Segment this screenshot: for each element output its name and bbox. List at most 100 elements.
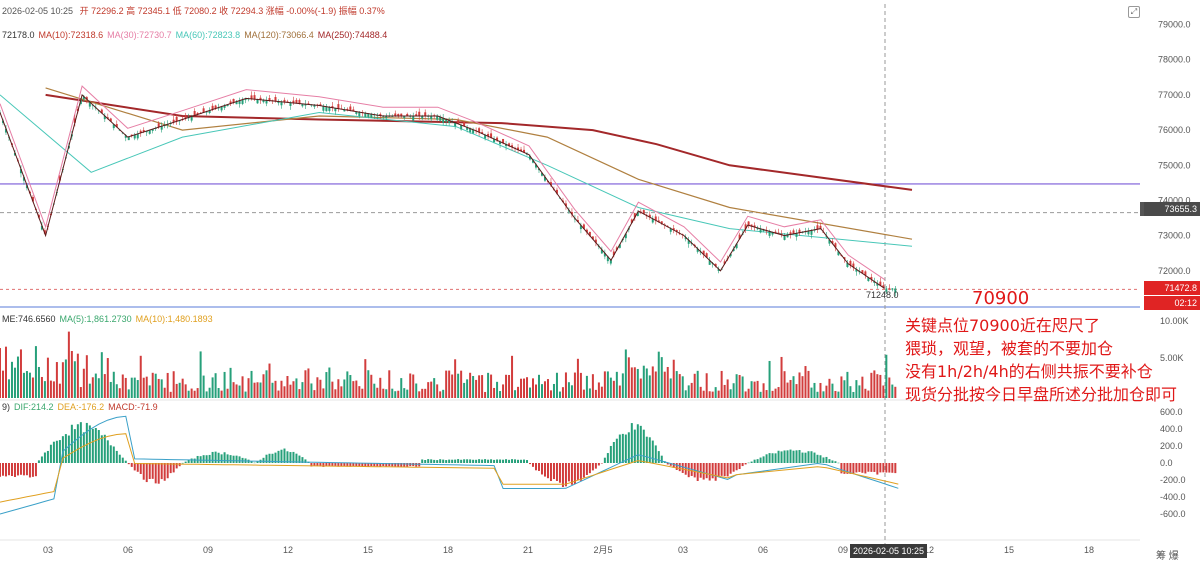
candle-body [732,248,735,252]
macd-histogram-bar [1,463,4,476]
candle-body [837,251,840,256]
price-tick-label: 72000.0 [1158,266,1191,276]
candle-body [109,118,112,122]
candle-body [226,104,229,107]
volume-bar [43,381,46,398]
macd-histogram-bar [666,463,669,465]
price-tick-label: 79000.0 [1158,20,1191,30]
macd-histogram-bar [145,463,148,483]
volume-bar [124,377,127,398]
macd-histogram-bar [376,463,379,467]
macd-histogram-bar [810,451,813,463]
volume-bar [576,358,579,398]
ma120-line [45,87,913,240]
macd-histogram-bar [636,424,639,463]
macd-histogram-bar [319,463,322,467]
volume-bar [67,331,70,398]
volume-bar [741,376,744,398]
macd-histogram-bar [256,461,259,463]
macd-histogram-bar [136,463,139,472]
candle-body [265,100,268,104]
candle-body [352,109,355,112]
volume-bar [511,355,514,398]
volume-bar [58,383,61,398]
macd-histogram-bar [337,463,340,467]
macd-histogram-bar [238,456,241,463]
volume-bar [370,374,373,398]
candle-body [292,100,295,103]
volume-bar [142,377,145,398]
candle-body [457,120,460,124]
volume-bar [103,374,106,398]
volume-bar [714,387,717,398]
volume-bar [795,384,798,398]
ma-legend-item-1: MA(10):72318.6 [38,30,104,40]
candle-body [259,97,262,100]
candle-body [780,233,783,235]
candle-body [280,101,283,106]
countdown-label: 02:12 [1144,296,1200,310]
volume-bar [439,391,442,398]
volume-bar [115,384,118,398]
candle-body [43,230,46,234]
expand-icon[interactable]: ⤢ [1128,6,1140,18]
candle-body [250,95,253,99]
ma10-line [0,93,885,289]
volume-bar [654,371,657,398]
candle-body [792,230,795,234]
volume-bar [100,352,103,398]
volume-bar [475,379,478,398]
price-tick-label: 75000.0 [1158,160,1191,170]
candle-body [385,116,388,119]
volume-bar [472,376,475,398]
volume-bar [585,375,588,398]
candle-body [855,269,858,272]
macd-histogram-bar [672,463,675,468]
volume-bar [436,384,439,398]
volume-bar [618,385,621,398]
candle-body [783,235,786,240]
candle-body [600,249,603,254]
macd-histogram-bar [217,452,220,463]
candle-body [283,99,286,103]
volume-bar [789,379,792,398]
macd-histogram-bar [870,463,873,472]
macd-histogram-bar [13,463,16,478]
macd-histogram-bar [849,463,852,474]
candle-body [4,128,7,133]
volume-bar [546,379,549,398]
candle-body [424,112,427,117]
candle-body [73,118,76,123]
volume-bar [579,372,582,398]
volume-bar [457,373,460,398]
volume-bar [861,376,864,398]
volume-bar [235,384,238,398]
volume-bar [669,378,672,398]
volume-bar [588,388,591,398]
macd-histogram-bar [367,463,370,467]
candle-body [894,288,897,293]
candle-body [747,221,750,226]
macd-histogram-bar [148,463,151,480]
macd-histogram-bar [747,462,750,464]
macd-histogram-bar [457,459,460,463]
volume-bar [391,388,394,398]
volume-bar [415,383,418,398]
crosshair-price-label: 73655.3 [1144,202,1200,216]
volume-bar [648,375,651,398]
volume-bar [85,355,88,398]
volume-bar [190,388,193,398]
chart-tools-label[interactable]: 筹 爆 [1156,551,1179,562]
macd-histogram-bar [585,463,588,475]
macd-histogram-bar [373,463,376,467]
macd-histogram-bar [496,459,499,463]
candle-body [349,106,352,111]
price-tick-label: 74000.0 [1158,195,1191,205]
macd-histogram-bar [852,463,855,474]
volume-bar [490,374,493,398]
macd-histogram-bar [834,461,837,463]
vol-legend-item-1: MA(5):1,861.2730 [59,314,132,324]
macd-histogram-bar [118,454,121,463]
macd-histogram-bar [331,463,334,466]
